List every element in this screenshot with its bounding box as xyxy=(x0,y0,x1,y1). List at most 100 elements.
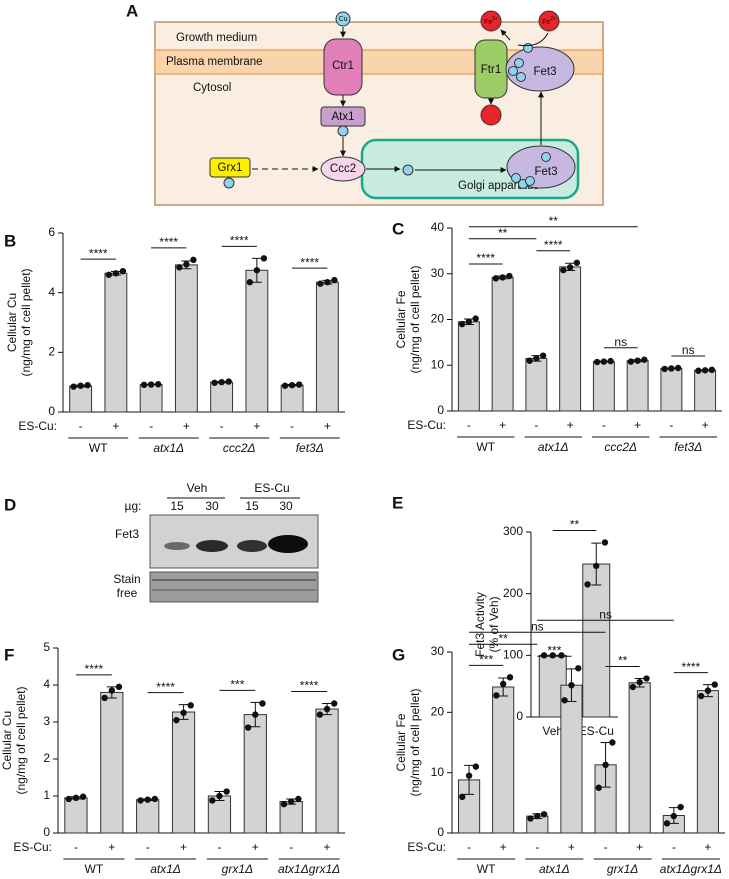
x-tick-label: + xyxy=(324,419,331,433)
data-point xyxy=(465,772,473,779)
label: Fe xyxy=(484,19,492,26)
data-point xyxy=(573,259,581,266)
y-tick-label: 10 xyxy=(431,357,445,371)
bar xyxy=(525,357,548,412)
data-point xyxy=(101,694,108,702)
x-tick-label: + xyxy=(702,418,709,432)
x-tick-label: - xyxy=(669,418,673,432)
y-axis-label: (ng/mg of cell pellet) xyxy=(408,688,422,796)
data-point xyxy=(77,382,84,389)
significance-label: **** xyxy=(156,680,175,694)
significance-label: **** xyxy=(89,246,108,260)
x-tick-label: - xyxy=(220,419,224,433)
label: Fe2+ xyxy=(542,16,556,26)
data-point xyxy=(79,793,87,800)
panel-a: A Growth medium Plasma membrane Cytosol … xyxy=(126,1,604,206)
bar xyxy=(171,711,196,834)
label: Ctr1 xyxy=(332,60,354,72)
data-point xyxy=(260,255,268,262)
data-point xyxy=(533,355,540,362)
data-point xyxy=(558,652,565,659)
data-point xyxy=(708,366,716,374)
bar xyxy=(457,321,480,412)
blot-label: Stain xyxy=(113,572,140,586)
bar xyxy=(592,361,615,412)
label: Cu xyxy=(339,16,348,23)
group-label: WT xyxy=(476,440,495,454)
data-point xyxy=(316,711,324,718)
fe-ion xyxy=(480,10,502,32)
data-point xyxy=(151,795,159,803)
band xyxy=(196,540,228,552)
band xyxy=(237,540,267,552)
bar xyxy=(660,367,683,412)
data-point xyxy=(549,652,556,659)
data-point xyxy=(72,794,80,802)
data-point xyxy=(317,280,324,287)
stain-free-blot xyxy=(149,571,319,603)
data-point xyxy=(187,702,194,709)
significance-label: **** xyxy=(682,660,701,674)
label: Ftr1 xyxy=(481,64,501,76)
bar xyxy=(245,269,269,413)
group-label: WT xyxy=(85,862,104,876)
bar xyxy=(64,797,88,834)
data-point xyxy=(661,365,668,373)
x-tick-label: - xyxy=(146,840,150,854)
data-point xyxy=(668,365,675,372)
group-label: atx1Δ xyxy=(539,862,570,876)
x-tick-label: + xyxy=(636,840,643,854)
significance-label: ns xyxy=(614,335,627,349)
x-tick-label: - xyxy=(467,840,471,854)
label: Plasma membrane xyxy=(166,56,263,68)
data-point xyxy=(244,724,252,731)
data-point xyxy=(140,381,148,389)
x-tick-label: - xyxy=(602,418,606,432)
y-tick-label: 30 xyxy=(431,644,445,658)
x-tick-label: + xyxy=(568,840,575,854)
data-point xyxy=(593,358,601,366)
group-label: ES-Cu xyxy=(254,481,289,495)
row-label: ES-Cu: xyxy=(407,840,446,854)
data-point xyxy=(704,687,712,694)
x-tick-label: + xyxy=(253,419,260,433)
bar xyxy=(560,684,583,834)
y-tick-label: 100 xyxy=(503,648,523,662)
y-tick-label: 40 xyxy=(431,220,445,234)
y-tick-label: 20 xyxy=(431,312,445,326)
label: Fe3+ xyxy=(484,16,498,26)
group-label: atx1Δ xyxy=(150,862,181,876)
data-point xyxy=(218,378,225,386)
y-tick-label: 0 xyxy=(516,709,523,723)
x-tick-label: + xyxy=(180,840,187,854)
x-tick-label: + xyxy=(112,419,119,433)
y-tick-label: 2 xyxy=(43,751,50,765)
fet3 xyxy=(506,145,576,189)
significance-label: ns xyxy=(682,343,695,357)
data-point xyxy=(180,709,187,716)
data-point xyxy=(115,683,123,691)
x-tick-label: - xyxy=(290,419,294,433)
x-tick-label: ES-Cu xyxy=(579,724,614,738)
label: Fet3 xyxy=(534,166,557,178)
data-point xyxy=(526,357,533,364)
label: 2+ xyxy=(550,16,556,22)
bar-chart: G 0 10 20 30 Cellular Fe (ng/mg of cell pellet… xyxy=(392,607,725,876)
data-point xyxy=(527,815,534,822)
significance-label: **** xyxy=(300,679,319,693)
data-point xyxy=(144,796,151,803)
data-point xyxy=(211,379,218,386)
data-point xyxy=(281,382,289,389)
y-axis-label: Fet3 Activity xyxy=(473,592,487,657)
x-tick-label: + xyxy=(108,840,115,854)
y-tick-label: 200 xyxy=(503,586,523,600)
label: Atx1 xyxy=(331,111,354,123)
label: Fet3 xyxy=(533,66,556,78)
y-axis-label: (ng/mg of cell pellet) xyxy=(14,686,28,794)
data-point xyxy=(70,383,77,390)
cu-ion xyxy=(514,58,524,68)
bar xyxy=(492,686,515,834)
bar xyxy=(136,799,160,834)
arrow xyxy=(500,29,511,41)
data-point xyxy=(119,267,127,275)
